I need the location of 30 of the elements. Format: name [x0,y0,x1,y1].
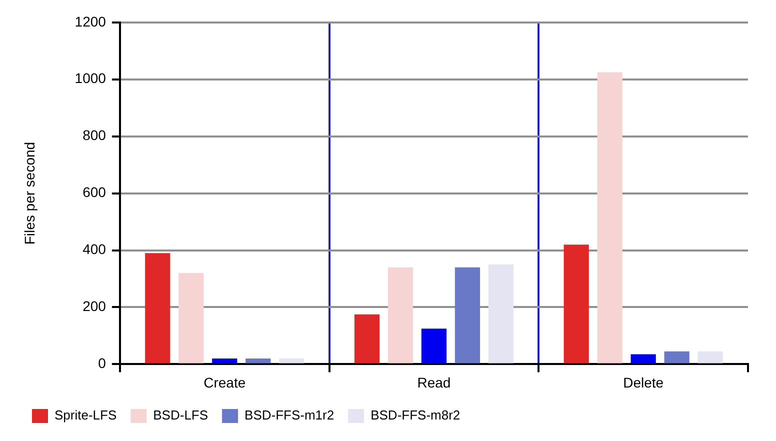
bar [630,354,656,364]
bar [564,244,589,364]
x-tick-label: Delete [623,374,664,390]
legend-label: BSD-FFS-m8r2 [370,408,460,423]
bar [664,351,690,364]
bar [354,314,380,364]
bar [698,351,723,364]
y-tick-label: 200 [82,298,106,314]
bar [178,273,204,364]
y-tick-label: 1000 [74,70,106,86]
y-tick-label: 400 [82,241,106,258]
legend-label: BSD-FFS-m1r2 [244,408,334,423]
bar [454,267,480,364]
legend-label: BSD-LFS [153,408,208,423]
bar [388,267,414,364]
legend-label: Sprite-LFS [54,408,117,423]
bar [279,358,304,364]
y-tick-label: 800 [82,127,106,144]
y-axis-title: Files per second [21,142,38,245]
bar [421,328,447,364]
y-tick-label: 1200 [74,13,106,30]
bar [212,358,238,364]
bar [145,253,170,364]
bar [597,72,622,364]
bar [488,264,514,364]
y-tick-label: 600 [82,184,106,200]
bar [246,358,271,364]
y-tick-label: 0 [98,355,106,372]
x-tick-label: Read [417,374,451,390]
x-tick-label: Create [204,374,246,390]
